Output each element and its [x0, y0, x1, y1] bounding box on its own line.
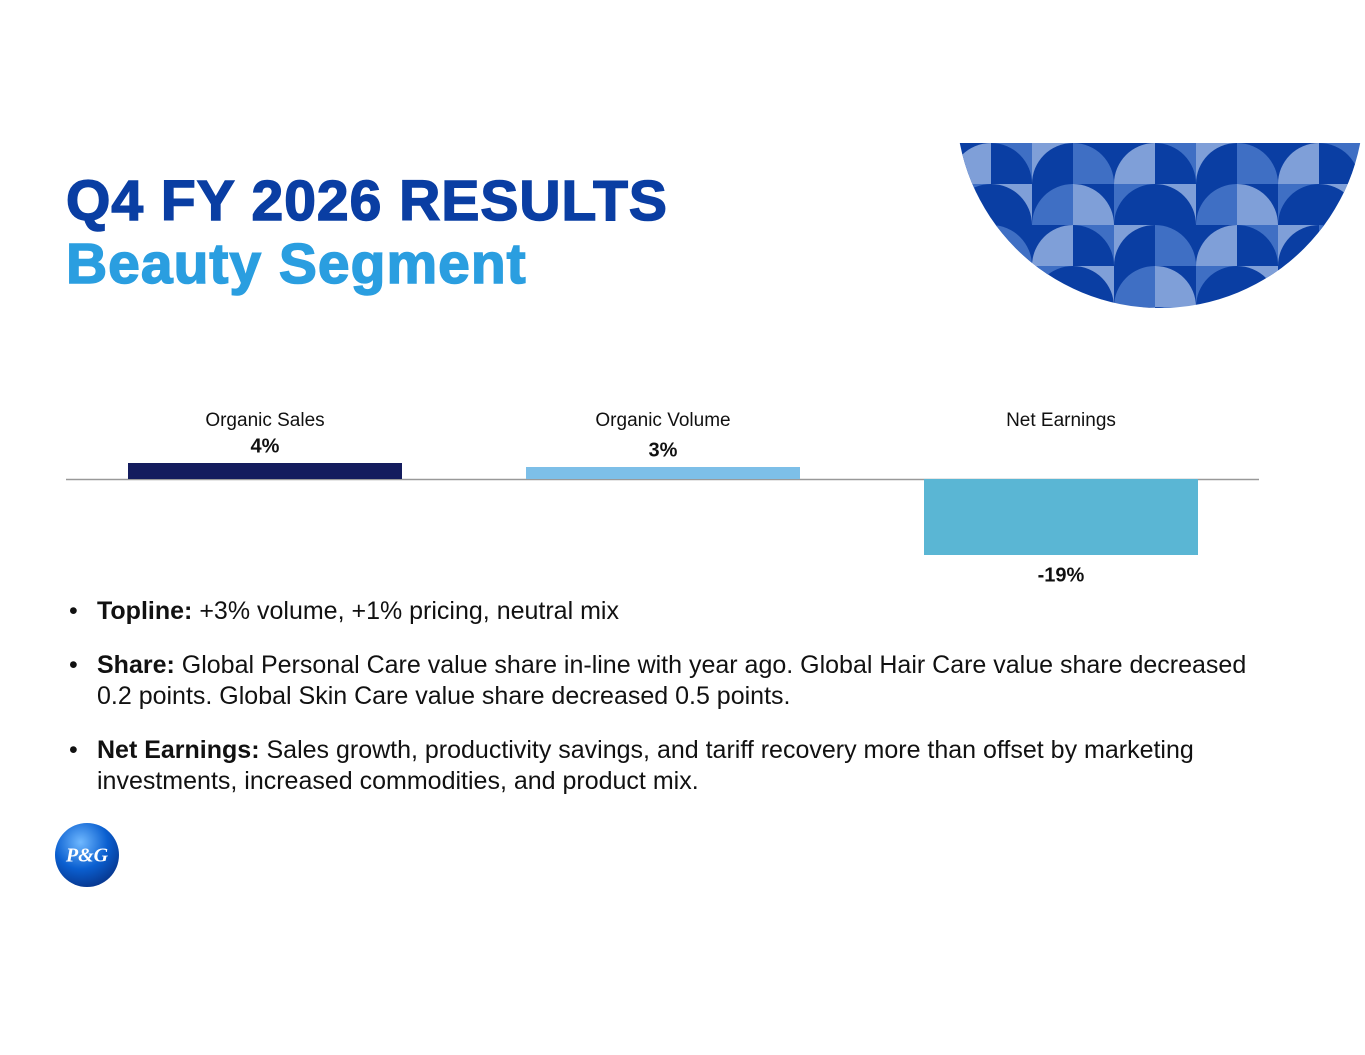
bullet-lead: Share:	[97, 651, 175, 679]
chart: Organic Sales 4% Organic Volume 3% Net Earni…	[66, 410, 1259, 586]
bullet-lead: Net Earnings:	[97, 736, 260, 764]
tile-arc	[1196, 225, 1237, 266]
tile-arc	[1032, 143, 1073, 184]
tile-arc	[991, 143, 1032, 184]
bullet-text: Global Personal Care value share in-line…	[97, 651, 1247, 710]
bar	[128, 463, 402, 479]
tile-arc	[1237, 225, 1278, 266]
tile-arc	[1237, 266, 1278, 307]
tile-arc	[1155, 266, 1196, 307]
tile-arc	[1114, 266, 1155, 307]
value-label: -19%	[1038, 564, 1085, 586]
tile-arc	[1278, 184, 1319, 225]
value-label: 3%	[649, 439, 678, 461]
category-label: Organic Volume	[595, 410, 730, 431]
bullet-list: Topline: +3% volume, +1% pricing, neutra…	[66, 596, 1276, 820]
tile-arc	[1073, 184, 1114, 225]
tile-arc	[1155, 143, 1196, 184]
category-label: Net Earnings	[1006, 410, 1116, 431]
tile-arc	[1237, 143, 1278, 184]
tile-arc	[1073, 143, 1114, 184]
logo-text: P&G	[65, 845, 109, 867]
bullet: Topline: +3% volume, +1% pricing, neutra…	[66, 596, 1276, 627]
category-label: Organic Sales	[205, 410, 324, 431]
tile-arc	[1319, 143, 1360, 184]
tile-arc	[1032, 225, 1073, 266]
value-label: 4%	[251, 435, 280, 457]
tile-arc	[991, 184, 1032, 225]
tile-arc	[1237, 184, 1278, 225]
bullet-lead: Topline:	[97, 597, 193, 625]
tile-arc	[1032, 184, 1073, 225]
tile-arc	[1278, 143, 1319, 184]
bullet: Share: Global Personal Care value share …	[66, 650, 1276, 712]
tile-arc	[1114, 184, 1155, 225]
tile-arc	[1073, 225, 1114, 266]
tile-arc	[1196, 184, 1237, 225]
subtitle: Beauty Segment	[65, 231, 527, 297]
bullet-text: +3% volume, +1% pricing, neutral mix	[199, 597, 619, 625]
tile-arc	[1155, 225, 1196, 266]
tile-arc	[1155, 184, 1196, 225]
logo: P&G	[55, 823, 119, 887]
bar	[924, 479, 1198, 555]
tile-arc	[1114, 143, 1155, 184]
title: Q4 FY 2026 RESULTS	[65, 168, 668, 234]
bullet-text: Sales growth, productivity savings, and …	[97, 736, 1194, 795]
tile-arc	[1196, 266, 1237, 307]
tile-arc	[1196, 143, 1237, 184]
bar	[526, 467, 800, 479]
tile-arc	[1114, 225, 1155, 266]
bullet: Net Earnings: Sales growth, productivity…	[66, 735, 1276, 797]
tile-arc	[1073, 266, 1114, 307]
